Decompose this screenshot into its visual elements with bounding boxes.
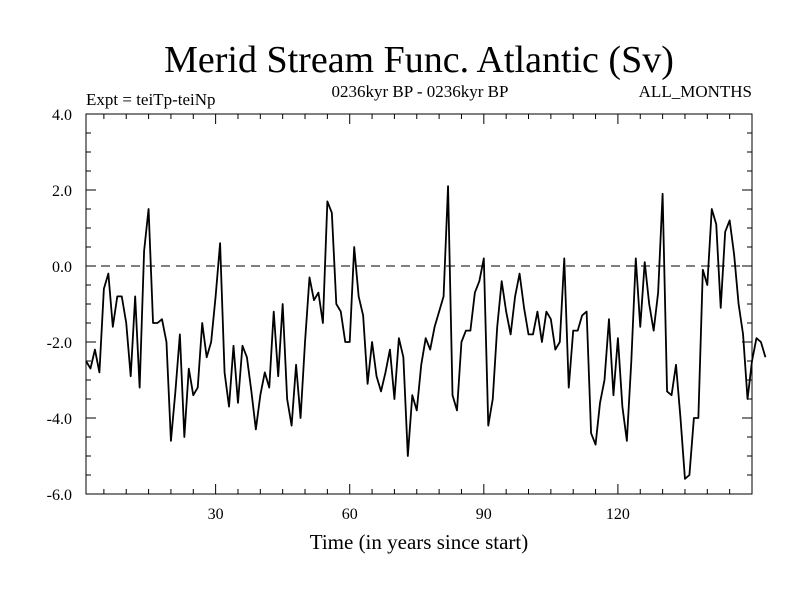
plot-frame: [85, 113, 753, 495]
period-label: 0236kyr BP - 0236kyr BP: [332, 82, 509, 101]
chart-title: Merid Stream Func. Atlantic (Sv): [164, 39, 674, 81]
experiment-label: Expt = teiTp-teiNp: [86, 90, 216, 109]
x-tick-label: 30: [208, 506, 224, 523]
x-tick-label: 90: [476, 506, 492, 523]
x-axis-label: Time (in years since start): [310, 530, 529, 554]
y-tick-label: 4.0: [52, 107, 72, 124]
months-label: ALL_MONTHS: [639, 82, 752, 101]
y-tick-label: 0.0: [52, 259, 72, 276]
plot-area: -6.0 -4.0 -2.0 0.0 2.0 4.0 30 60 90 120: [47, 107, 767, 523]
y-tick-label: -6.0: [47, 487, 72, 504]
y-tick-label: 2.0: [52, 183, 72, 200]
series-line: [85, 185, 767, 480]
y-tick-label: -2.0: [47, 335, 72, 352]
x-tick-label: 60: [342, 506, 358, 523]
y-tick-label: -4.0: [47, 411, 72, 428]
x-tick-label: 120: [606, 506, 630, 523]
